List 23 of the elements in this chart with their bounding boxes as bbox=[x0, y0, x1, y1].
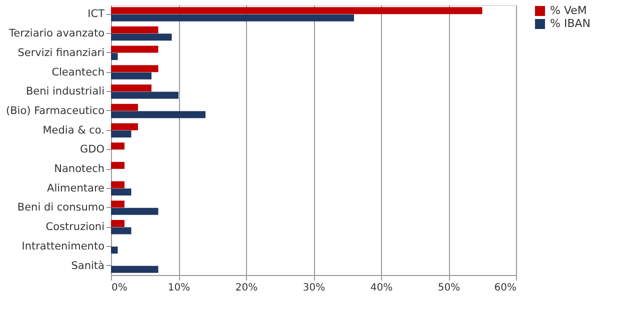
legend-label: % IBAN bbox=[550, 17, 590, 30]
x-tick-label: 30% bbox=[302, 282, 326, 294]
y-tick-label: Media & co. bbox=[42, 124, 104, 136]
y-tick-label: Terziario avanzato bbox=[8, 28, 104, 40]
x-tick-label: 0% bbox=[112, 282, 128, 294]
x-tick-label: 20% bbox=[235, 282, 258, 294]
x-tick-label: 40% bbox=[370, 282, 393, 294]
y-tick-label: Costruzioni bbox=[46, 221, 104, 234]
y-tick-label: ICT bbox=[88, 8, 106, 20]
x-tick-label: 60% bbox=[494, 282, 516, 294]
y-tick-label: Sanità bbox=[71, 260, 104, 272]
y-tick-label: Beni di consumo bbox=[17, 202, 104, 214]
y-tick-label: Cleantech bbox=[52, 66, 104, 78]
x-tick-label: 50% bbox=[438, 282, 460, 294]
y-tick-label: (Bio) Farmaceutico bbox=[6, 104, 104, 117]
y-tick-label: Servizi finanziari bbox=[18, 46, 104, 59]
y-tick-label: Beni industriali bbox=[26, 86, 104, 98]
y-tick-label: GDO bbox=[80, 144, 104, 156]
y-tick-label: Nanotech bbox=[54, 163, 104, 176]
legend-label: % VeM bbox=[550, 4, 587, 17]
y-tick-label: Intrattenimento bbox=[22, 240, 104, 252]
y-tick-label: Alimentare bbox=[47, 182, 104, 194]
x-tick-label: 10% bbox=[168, 282, 190, 294]
